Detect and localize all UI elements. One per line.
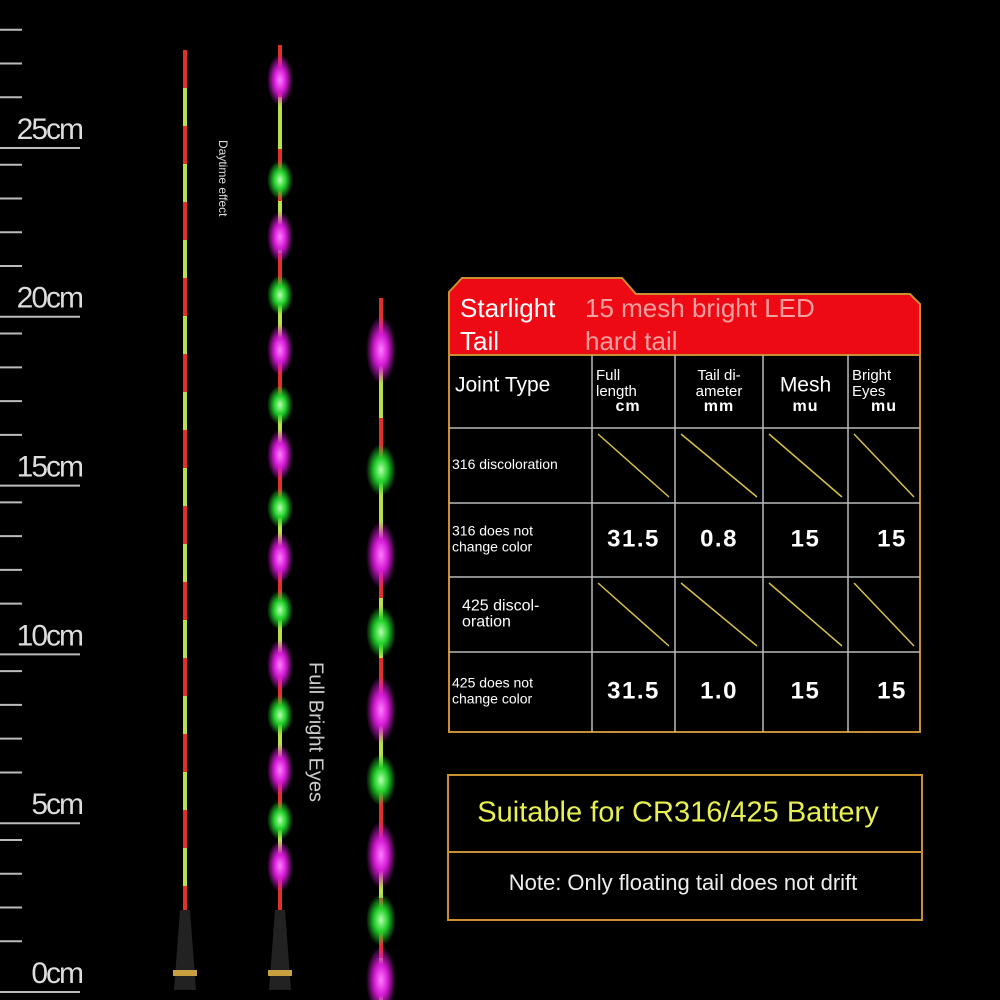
cell-value: 1.0 xyxy=(700,677,738,704)
led-glow xyxy=(366,821,396,889)
cell-value: 31.5 xyxy=(607,525,660,552)
column-header: Bright xyxy=(852,367,892,384)
led-glow xyxy=(267,840,293,892)
table-title: Starlight xyxy=(460,293,556,323)
joint-type: 425 discol- xyxy=(462,598,539,615)
column-header: Tail di- xyxy=(697,367,740,384)
led-glow xyxy=(267,590,293,630)
column-unit: mu xyxy=(871,398,897,415)
led-glow xyxy=(267,639,293,691)
led-glow xyxy=(267,532,293,584)
column-header: Eyes xyxy=(852,383,885,400)
column-unit: cm xyxy=(615,398,640,415)
float-ring xyxy=(173,970,197,976)
led-glow xyxy=(267,488,293,528)
cell-diagonal xyxy=(853,433,915,498)
led-glow xyxy=(267,324,293,376)
led-glow xyxy=(267,275,293,315)
led-glow xyxy=(366,521,396,589)
joint-type: oration xyxy=(462,614,511,631)
battery-text: Suitable for CR316/425 Battery xyxy=(477,797,879,829)
ruler-label: 25cm xyxy=(17,113,83,146)
led-glow xyxy=(267,429,293,481)
led-glow xyxy=(267,211,293,263)
note-text: Note: Only floating tail does not drift xyxy=(509,870,858,895)
column-header: Joint Type xyxy=(455,374,550,397)
led-glow xyxy=(267,695,293,735)
led-glow xyxy=(267,800,293,840)
led-glow xyxy=(366,754,396,806)
table-subtitle: hard tail xyxy=(585,326,678,356)
column-unit: mm xyxy=(704,398,734,415)
led-glow xyxy=(366,606,396,658)
cell-diagonal xyxy=(597,433,670,498)
joint-type: 316 does not xyxy=(452,523,533,539)
led-glow xyxy=(366,946,396,1000)
caption: Daytime effect xyxy=(216,140,230,217)
cell-value: 15 xyxy=(791,525,821,552)
cell-value: 15 xyxy=(877,677,907,704)
ruler-label: 20cm xyxy=(17,282,83,315)
column-header: length xyxy=(596,383,637,400)
cell-diagonal xyxy=(680,433,758,498)
led-glow xyxy=(366,444,396,496)
joint-type: 316 discoloration xyxy=(452,456,558,472)
cell-value: 15 xyxy=(791,677,821,704)
ruler-label: 5cm xyxy=(31,788,83,821)
cell-value: 31.5 xyxy=(607,677,660,704)
led-glow xyxy=(267,744,293,796)
led-glow xyxy=(267,54,293,106)
info-box xyxy=(447,774,923,921)
cell-value: 15 xyxy=(877,525,907,552)
led-glow xyxy=(366,316,396,384)
joint-type: change color xyxy=(452,539,533,555)
led-glow xyxy=(366,894,396,946)
cell-diagonal xyxy=(853,582,915,647)
column-header: ameter xyxy=(696,383,743,400)
cell-diagonal xyxy=(597,582,670,647)
table-title: Tail xyxy=(460,326,499,356)
ruler-label: 0cm xyxy=(31,957,83,990)
joint-type: change color xyxy=(452,691,533,707)
table-frame xyxy=(448,354,921,733)
ruler-label: 10cm xyxy=(17,619,83,652)
joint-type: 425 does not xyxy=(452,675,533,691)
float-ring xyxy=(268,970,292,976)
led-glow xyxy=(366,676,396,744)
column-header: Mesh xyxy=(780,374,831,397)
cell-diagonal xyxy=(768,433,843,498)
led-glow xyxy=(267,385,293,425)
ruler-label: 15cm xyxy=(17,451,83,484)
column-unit: mu xyxy=(793,398,819,415)
led-glow xyxy=(267,160,293,200)
cell-diagonal xyxy=(680,582,758,647)
cell-diagonal xyxy=(768,582,843,647)
table-subtitle: 15 mesh bright LED xyxy=(585,293,815,323)
caption: Full Bright Eyes xyxy=(305,662,327,802)
cell-value: 0.8 xyxy=(700,525,738,552)
column-header: Full xyxy=(596,367,620,384)
